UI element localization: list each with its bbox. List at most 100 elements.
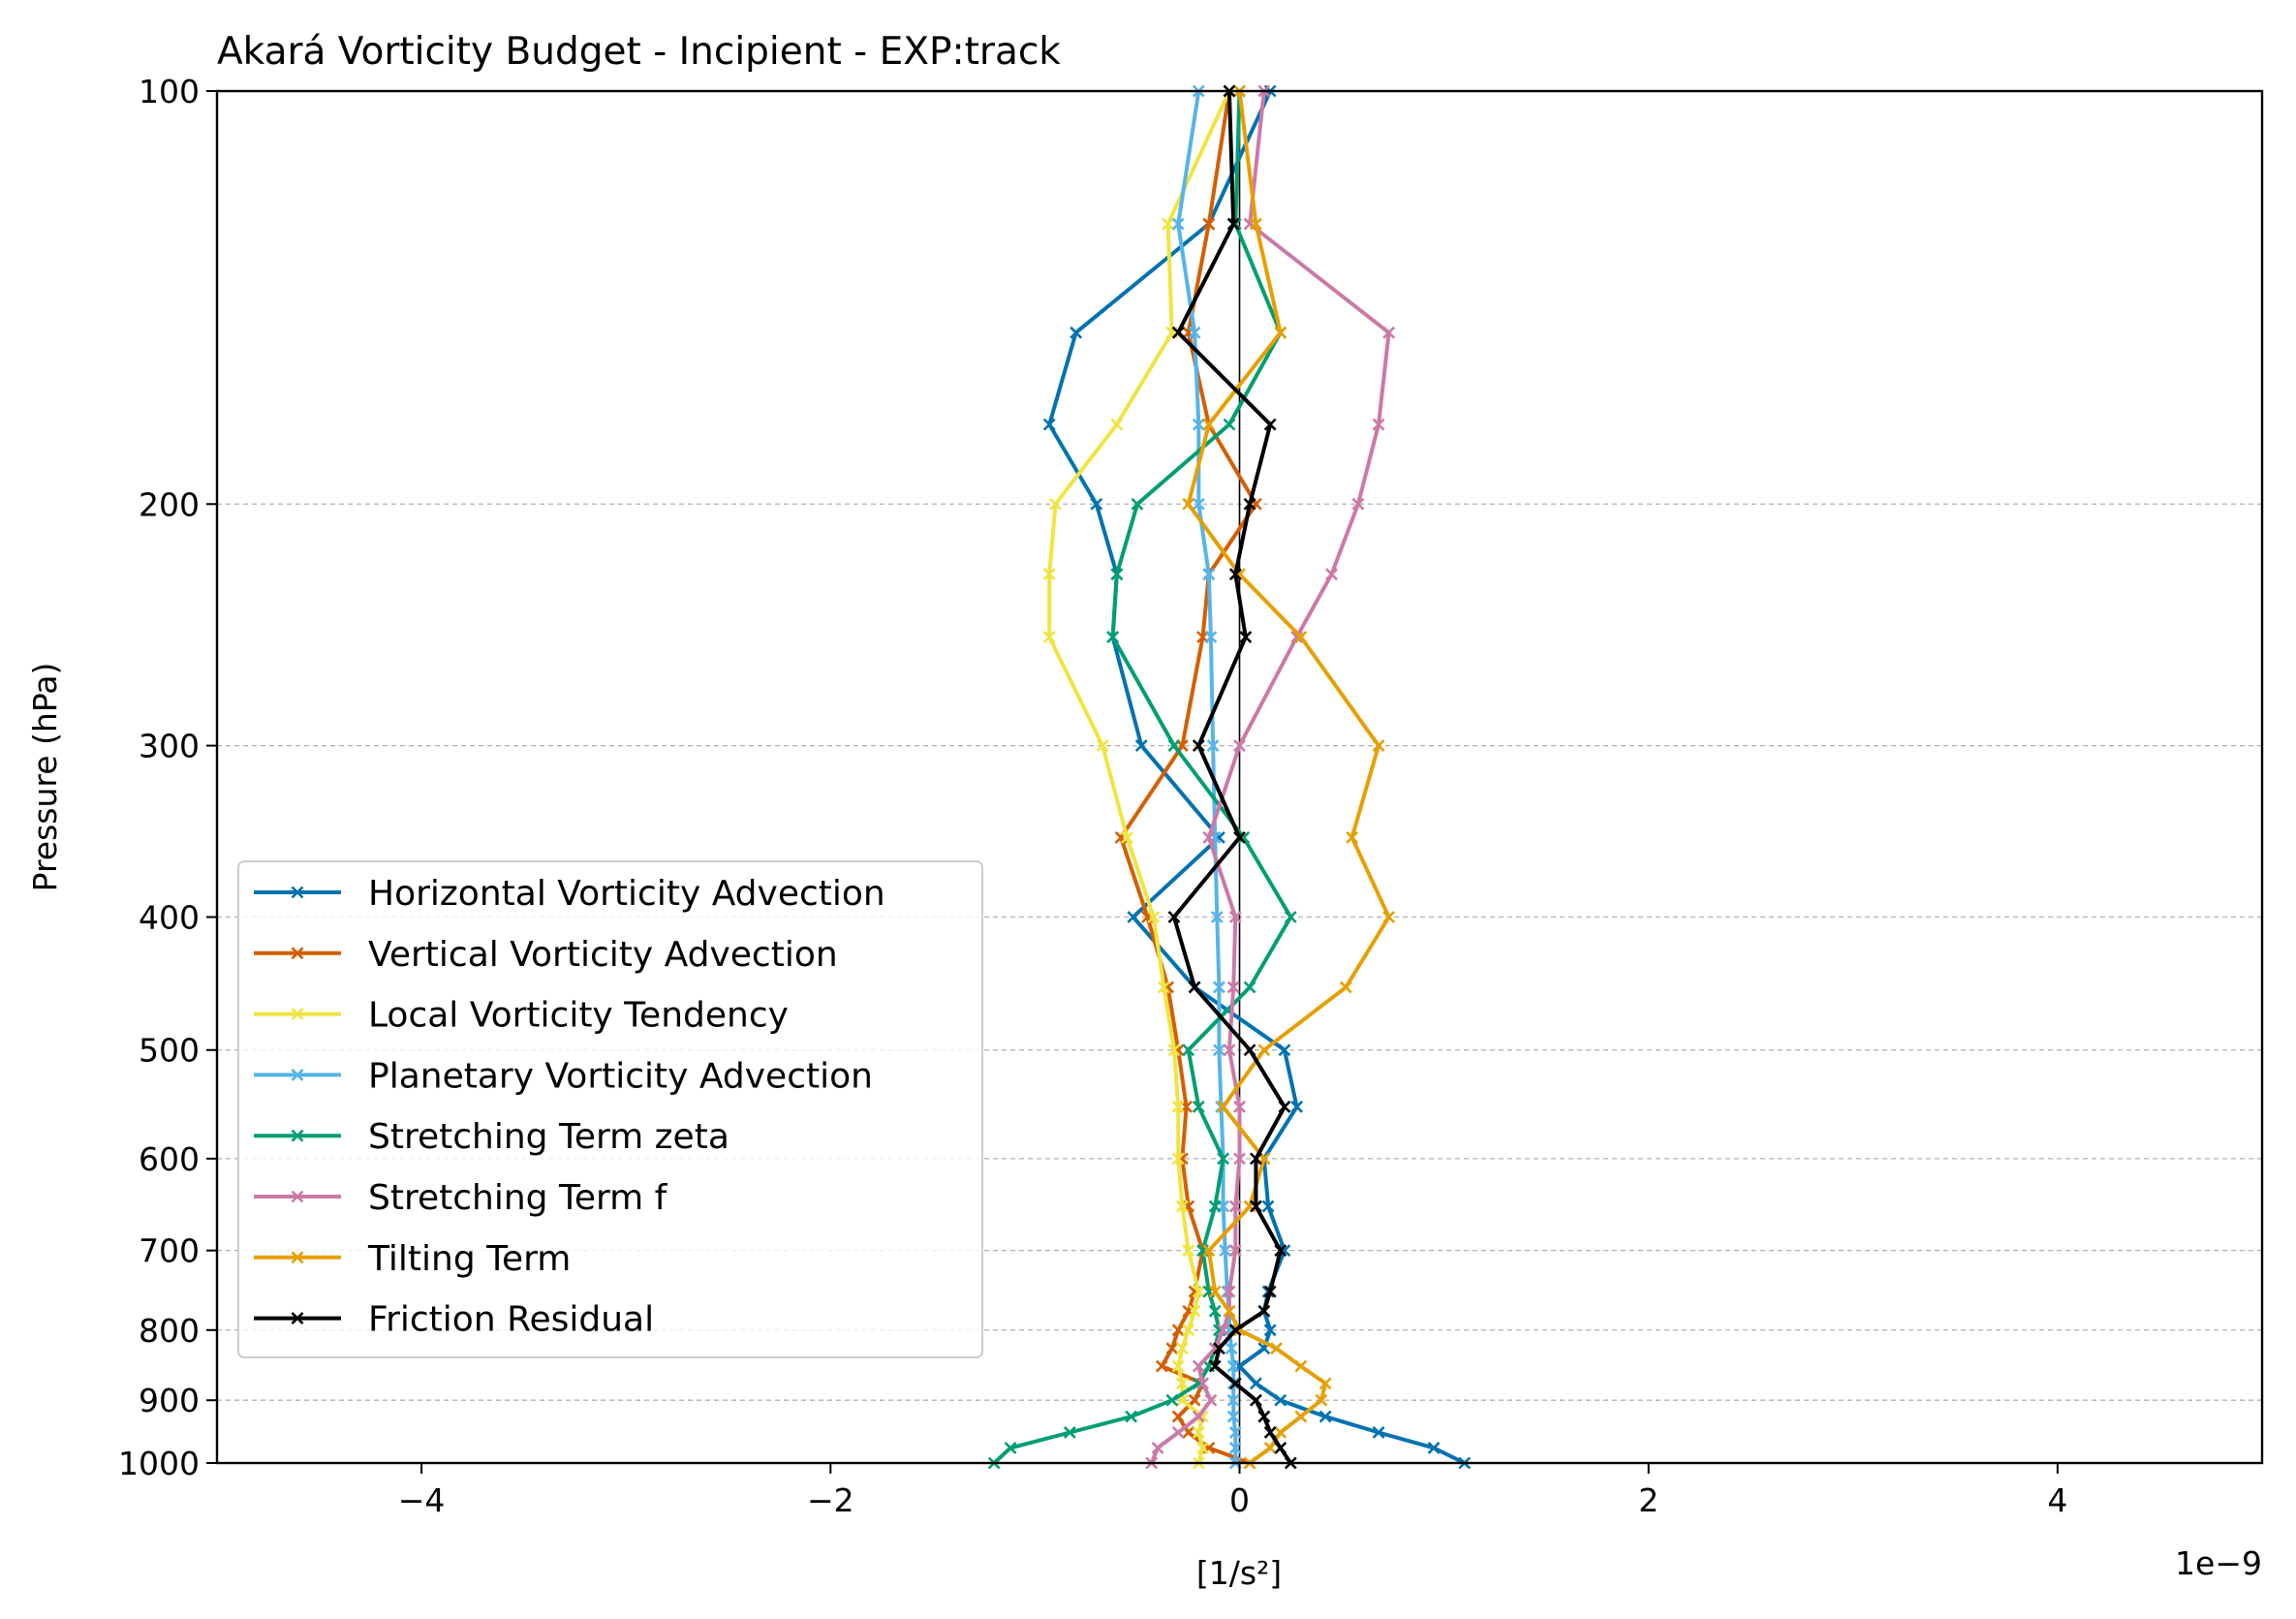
data-point-planetary-vorticity-advection — [1188, 326, 1201, 339]
data-point-tilting-term — [1294, 631, 1308, 643]
data-point-vertical-vorticity-advection — [1165, 1342, 1179, 1355]
data-point-stretching-term-f — [1228, 1199, 1242, 1213]
data-point-tilting-term — [1202, 418, 1216, 431]
data-point-stretching-term-f — [1204, 1393, 1218, 1407]
data-point-friction-residual — [1228, 1377, 1242, 1390]
data-point-horizontal-vorticity-advection — [1290, 1100, 1304, 1113]
data-point-tilting-term — [1270, 1342, 1283, 1355]
data-point-planetary-vorticity-advection — [1219, 1244, 1232, 1258]
legend-item-friction-residual: Friction Residual — [254, 1300, 654, 1340]
data-point-friction-residual — [1263, 1426, 1277, 1439]
legend-item-tilting-term: Tilting Term — [254, 1239, 571, 1279]
data-point-stretching-term-f — [1192, 1410, 1205, 1423]
data-point-local-vorticity-tendency — [1157, 981, 1170, 994]
legend-item-local-vorticity-tendency: Local Vorticity Tendency — [254, 996, 789, 1036]
data-point-tilting-term — [1182, 497, 1195, 511]
x-tick-label: −4 — [398, 1481, 446, 1519]
data-point-stretching-term-f — [1217, 1323, 1230, 1337]
data-point-tilting-term — [1274, 1426, 1288, 1439]
legend-marker — [291, 1129, 304, 1142]
data-point-tilting-term — [1208, 1285, 1222, 1298]
data-point-stretching-term-f — [1233, 739, 1246, 753]
data-point-planetary-vorticity-advection — [1228, 1426, 1242, 1439]
data-point-stretching-term-zeta — [1217, 1152, 1230, 1166]
data-point-local-vorticity-tendency — [1196, 1442, 1209, 1454]
x-axis-title: [1/s²] — [1196, 1554, 1282, 1592]
y-tick-label: 200 — [139, 485, 200, 523]
data-point-stretching-term-f — [1202, 830, 1216, 844]
data-point-stretching-term-zeta — [1125, 1410, 1138, 1423]
data-point-local-vorticity-tendency — [1182, 1323, 1195, 1337]
x-tick-label: 4 — [2047, 1481, 2067, 1519]
data-point-local-vorticity-tendency — [1192, 1426, 1205, 1439]
y-axis: 100 200 300 400 500 600 700 800 900 1000 — [118, 73, 217, 1482]
data-point-friction-residual — [1192, 739, 1205, 753]
data-point-planetary-vorticity-advection — [1192, 497, 1205, 511]
data-point-friction-residual — [1263, 418, 1277, 431]
data-point-tilting-term — [1382, 911, 1396, 923]
series-tilting-term — [1182, 84, 1396, 1470]
data-point-stretching-term-zeta — [1165, 1393, 1179, 1407]
legend-marker — [291, 1312, 304, 1325]
data-point-friction-residual — [1239, 631, 1253, 643]
data-point-planetary-vorticity-advection — [1206, 739, 1220, 753]
data-point-tilting-term — [1372, 739, 1385, 753]
y-tick-label: 600 — [139, 1140, 200, 1178]
legend-marker — [291, 1251, 304, 1264]
legend-marker — [291, 1008, 304, 1021]
data-point-local-vorticity-tendency — [1192, 1285, 1205, 1298]
data-point-stretching-term-f — [1171, 1426, 1185, 1439]
data-point-stretching-term-f — [1196, 1377, 1209, 1390]
y-tick-label: 700 — [139, 1232, 200, 1270]
data-point-stretching-term-f — [1382, 326, 1396, 339]
x-tick-label: 2 — [1638, 1481, 1659, 1519]
data-point-local-vorticity-tendency — [1042, 568, 1056, 581]
data-point-friction-residual — [1243, 1043, 1257, 1057]
data-point-stretching-term-f — [1192, 1359, 1205, 1373]
data-point-stretching-term-zeta — [1192, 1100, 1205, 1113]
data-point-stretching-term-zeta — [1182, 1043, 1195, 1057]
data-point-tilting-term — [1315, 1393, 1328, 1407]
y-tick-label: 300 — [139, 728, 200, 765]
x-axis-offset-label: 1e−9 — [2175, 1544, 2262, 1582]
data-point-planetary-vorticity-advection — [1192, 418, 1205, 431]
data-point-vertical-vorticity-advection — [1171, 1323, 1185, 1337]
data-point-stretching-term-zeta — [1284, 911, 1297, 923]
legend-label: Tilting Term — [367, 1239, 571, 1279]
data-point-friction-residual — [1257, 1410, 1271, 1423]
series-lines — [987, 84, 1472, 1470]
data-point-friction-residual — [1257, 1304, 1271, 1318]
data-point-local-vorticity-tendency — [1175, 1377, 1189, 1390]
data-point-tilting-term — [1294, 1359, 1308, 1373]
data-point-local-vorticity-tendency — [1120, 830, 1133, 844]
data-point-friction-residual — [1249, 1393, 1262, 1407]
data-point-friction-residual — [1226, 217, 1240, 231]
chart-title: Akará Vorticity Budget - Incipient - EXP… — [217, 30, 1061, 74]
data-point-stretching-term-zeta — [1106, 631, 1120, 643]
data-point-vertical-vorticity-advection — [1202, 217, 1216, 231]
data-point-tilting-term — [1202, 1244, 1216, 1258]
data-point-friction-residual — [1278, 1100, 1291, 1113]
data-point-local-vorticity-tendency — [1175, 1342, 1189, 1355]
data-point-stretching-term-f — [1233, 1152, 1246, 1166]
data-point-local-vorticity-tendency — [1162, 217, 1175, 231]
data-point-stretching-term-zeta — [1004, 1442, 1017, 1454]
data-point-friction-residual — [1249, 1152, 1262, 1166]
y-tick-label: 400 — [139, 899, 200, 937]
data-point-stretching-term-f — [1223, 1043, 1236, 1057]
data-point-horizontal-vorticity-advection — [1042, 418, 1056, 431]
data-point-planetary-vorticity-advection — [1212, 981, 1226, 994]
legend-label: Stretching Term zeta — [368, 1117, 729, 1157]
data-point-vertical-vorticity-advection — [1171, 1410, 1185, 1423]
data-point-local-vorticity-tendency — [1182, 1244, 1195, 1258]
data-point-friction-residual — [1167, 911, 1181, 923]
legend-label: Planetary Vorticity Advection — [368, 1056, 873, 1096]
legend-item-horizontal-vorticity-advection: Horizontal Vorticity Advection — [254, 874, 885, 914]
data-point-planetary-vorticity-advection — [1226, 1410, 1240, 1423]
data-point-tilting-term — [1249, 217, 1262, 231]
data-point-local-vorticity-tendency — [1171, 1152, 1185, 1166]
data-point-stretching-term-f — [1351, 497, 1365, 511]
data-point-horizontal-vorticity-advection — [1427, 1442, 1441, 1454]
data-point-horizontal-vorticity-advection — [1134, 739, 1148, 753]
